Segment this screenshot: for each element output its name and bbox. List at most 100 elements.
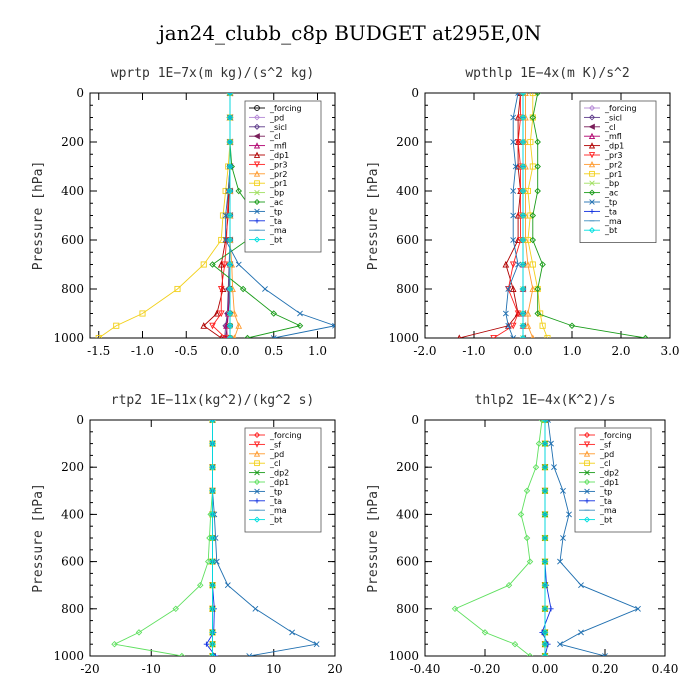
data-point [510,237,517,243]
legend-swatch-marker [588,227,596,234]
data-point [111,640,118,648]
data-point [557,641,563,648]
x-tick-label: -0.5 [175,344,198,358]
data-point [560,487,566,494]
x-tick-label: 20 [327,662,342,676]
data-point [226,322,234,329]
legend-label: _tp [599,487,612,496]
x-tick-label: 2.0 [611,344,630,358]
x-tick-label: 0.20 [592,662,619,676]
data-point [209,581,216,589]
data-point [222,212,229,219]
data-point [541,652,549,656]
y-tick-label: 1000 [53,649,84,663]
legend-label: _bp [604,179,619,188]
data-point [95,334,102,338]
data-point [519,187,527,195]
legend-swatch-marker [584,498,590,504]
data-point [332,322,335,329]
data-point [252,605,259,612]
legend: _forcing_sicl_cl_mfl_dp1_pr3_pr2_pr1_bp_… [579,100,657,244]
data-point [213,558,220,565]
data-point [526,558,534,565]
series-tp [502,93,522,338]
data-point [519,93,527,97]
x-tick-label: -20 [80,662,99,676]
data-area [95,93,335,338]
data-point [541,420,549,424]
data-point [226,334,234,338]
legend-label: _ac [604,189,618,198]
legend-label: _dp1 [269,151,289,160]
data-point [209,420,216,424]
legend-label: _cl [604,123,616,132]
y-tick-label: 400 [61,184,84,198]
y-axis-label: Pressure [hPa] [366,483,381,593]
data-point [226,236,234,244]
legend-swatch-marker [583,450,591,457]
data-point [512,163,519,170]
legend-label: _cl [269,459,281,468]
x-tick-label: 3.0 [660,344,679,358]
data-point [523,534,531,542]
legend-swatch-marker [583,441,591,448]
x-tick-label: 1.0 [562,344,581,358]
legend-label: _ta [599,497,612,506]
legend-swatch-marker [253,151,261,158]
series-bt [541,420,549,656]
data-point [213,309,221,317]
x-tick-label: 0.5 [264,344,283,358]
data-point [209,322,216,330]
legend-label: _bp [269,189,284,198]
x-tick-label: -0.20 [470,662,501,676]
x-tick-label: -1.0 [462,344,485,358]
data-point [523,487,531,495]
legend-swatch-marker [253,123,261,130]
data-point [172,605,179,613]
legend-swatch-marker [254,189,260,196]
legend-label: _pr3 [604,151,622,160]
series-ac [529,93,649,338]
data-point [212,653,219,656]
legend-label: _dp1 [599,478,619,487]
y-tick-label: 0 [76,413,84,427]
data-point [578,582,584,589]
data-point [226,114,234,121]
legend-swatch-marker [583,478,591,486]
data-point [514,310,522,318]
data-point [510,114,517,121]
data-point [200,322,208,329]
data-point [224,582,231,589]
legend-swatch-marker [583,431,591,439]
data-point [209,558,216,565]
y-tick-label: 1000 [53,331,84,345]
legend-swatch-marker [588,189,596,196]
data-point [209,487,216,495]
panel-title: wpthlp 1E−4x(m K)/s^2 [465,66,629,81]
data-point [542,653,548,656]
data-point [560,535,566,541]
data-point [548,606,554,612]
legend-swatch-marker [588,160,596,168]
data-point [519,285,527,293]
legend-swatch-marker [254,180,260,187]
legend-swatch-marker [253,161,261,168]
legend-label: _forcing [599,431,632,440]
data-point [524,260,532,268]
data-point [481,629,489,636]
data-point [534,93,541,97]
data-point [504,285,512,293]
data-point [527,138,534,146]
data-point [534,187,541,195]
data-point [209,261,216,268]
data-point [541,640,549,648]
data-point [568,322,576,329]
data-point [551,464,557,471]
y-tick-label: 600 [396,555,419,569]
legend-swatch-marker [584,488,590,495]
data-point [227,93,233,96]
data-point [534,138,541,146]
legend-label: _bt [604,226,617,235]
data-point [217,310,225,318]
